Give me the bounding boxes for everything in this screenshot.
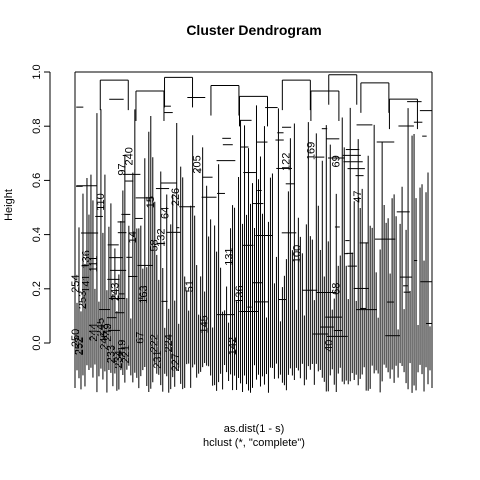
node-label: 58 (149, 239, 161, 251)
node-label: 68 (331, 283, 343, 295)
node-label: 67 (134, 331, 146, 343)
y-tick-label: 0.4 (31, 227, 43, 242)
node-label: 249 (102, 323, 114, 341)
node-label: 64 (159, 207, 171, 219)
y-tick-label: 1.0 (31, 64, 43, 79)
x-axis-label: as.dist(1 - s) (224, 423, 285, 435)
node-label: 246 (99, 331, 111, 349)
node-label: 100 (291, 245, 303, 263)
node-label: 131 (224, 247, 236, 265)
node-label: 227 (170, 353, 182, 371)
node-label: 110 (95, 193, 107, 211)
node-label: 40 (323, 340, 335, 352)
node-label: 253 (77, 291, 89, 309)
node-label: 221 (120, 345, 132, 363)
node-label: 245 (95, 318, 107, 336)
y-tick-label: 0.2 (31, 281, 43, 296)
node-label: 222 (149, 334, 161, 352)
node-label: 141 (81, 275, 93, 293)
node-label: 97 (116, 163, 128, 175)
node-label: 226 (170, 188, 182, 206)
node-label: 234 (113, 350, 125, 368)
node-label: 69 (331, 155, 343, 167)
node-label: 132 (156, 228, 168, 246)
chart-title: Cluster Dendrogram (186, 22, 321, 38)
node-label: 163 (138, 285, 150, 303)
y-tick-label: 0.8 (31, 119, 43, 134)
node-label: 122 (281, 153, 293, 171)
y-tick-label: 0.0 (31, 335, 43, 350)
node-label: 47 (352, 191, 364, 203)
node-label: 252 (74, 337, 86, 355)
node-label: 14 (127, 231, 139, 243)
node-label: 231 (152, 350, 164, 368)
node-label: 250 (70, 329, 82, 347)
node-label: 244 (88, 323, 100, 341)
node-label: 136 (81, 250, 93, 268)
node-label: 219 (116, 340, 128, 358)
method-sublabel: hclust (*, "complete") (203, 437, 305, 449)
node-label: 240 (124, 147, 136, 165)
node-label: 254 (70, 275, 82, 293)
node-label: 142 (227, 337, 239, 355)
y-axis: 0.0 0.2 0.4 0.6 0.8 1.0 (31, 64, 51, 351)
y-axis-label: Height (3, 189, 15, 221)
node-label: 243 (109, 283, 121, 301)
node-label: 169 (306, 142, 318, 160)
y-tick-label: 0.6 (31, 173, 43, 188)
node-label: 145 (199, 315, 211, 333)
node-label: 205 (191, 155, 203, 173)
node-label: 224 (163, 334, 175, 352)
node-label: 136 (234, 285, 246, 303)
node-label: 233 (106, 345, 118, 363)
node-label: 15 (145, 196, 157, 208)
node-label: 51 (184, 280, 196, 292)
dendrogram-tree (74, 71, 433, 393)
node-label: 111 (88, 256, 100, 273)
node-labels: 2542502522531411361111102442452462492332… (70, 142, 364, 372)
